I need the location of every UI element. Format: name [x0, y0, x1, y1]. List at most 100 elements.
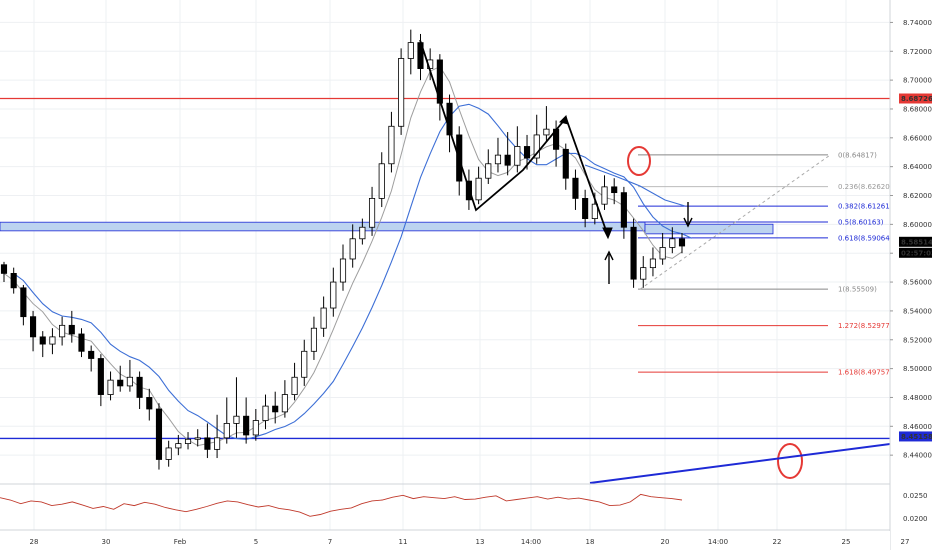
up-arrow-head: [604, 250, 614, 261]
swing-arrow-head: [602, 227, 613, 240]
fib-level-label: 1(8.55509): [838, 286, 877, 294]
candle-body: [310, 327, 318, 352]
fib-trend-line: [639, 154, 831, 290]
candle-body: [494, 154, 502, 165]
price-badge-last: 8.58514: [901, 238, 932, 246]
price-axis[interactable]: 8.74000 8.72000 8.70000 8.68000 8.66000 8.640…: [889, 0, 932, 550]
candle-body: [320, 307, 327, 329]
price-tick-label: 8.52000: [903, 336, 932, 344]
fib-level-label: 0(8.64817): [838, 151, 877, 159]
price-tick-label: 8.66000: [903, 134, 932, 142]
zone-rect-right: [644, 223, 774, 235]
price-tick-label: 8.62000: [903, 192, 932, 200]
candle-body: [562, 148, 569, 179]
price-tick-label: 8.54000: [903, 307, 932, 315]
candle-body: [97, 358, 104, 395]
candle-body: [223, 423, 230, 439]
candle-body: [504, 154, 511, 166]
time-tick-label: 20: [661, 538, 670, 546]
candle-body: [330, 281, 337, 309]
price-tick-label: 8.48000: [903, 394, 932, 402]
price-tick-label: 8.70000: [903, 77, 932, 85]
candle-body: [407, 42, 414, 59]
candle-body: [184, 438, 192, 445]
time-tick-label: 13: [476, 538, 485, 546]
oscillator-line: [0, 493, 683, 517]
fast-moving-average: [3, 65, 683, 447]
time-axis[interactable]: 28 30 Feb 5 7 11 13 14:00 18 20 14:00 22 25 27: [0, 531, 909, 550]
candle-body: [543, 128, 550, 136]
price-tick-label: 8.72000: [903, 48, 932, 56]
time-tick-label: 14:00: [708, 538, 728, 546]
time-tick-label: 22: [773, 538, 782, 546]
time-tick-label: Feb: [174, 538, 187, 546]
time-tick-label: 30: [102, 538, 111, 546]
time-tick-label: 27: [901, 538, 910, 546]
trend-line: [589, 438, 929, 484]
price-tick-label: 8.56000: [903, 279, 932, 287]
candle-body: [59, 324, 66, 338]
grid-lines: [0, 0, 906, 530]
candle-body: [136, 376, 143, 398]
candle-body: [620, 192, 627, 228]
price-badge-last-bg: [899, 236, 932, 247]
price-tick-label: 8.74000: [903, 19, 932, 27]
time-tick-label: 5: [254, 538, 258, 546]
candle-body: [582, 197, 589, 219]
candle-body: [0, 264, 8, 274]
price-badge-blue: 8.45158: [901, 433, 932, 441]
candle-body: [272, 405, 279, 413]
candle-body: [630, 226, 637, 280]
time-tick-label: 28: [30, 538, 39, 546]
candle-body: [165, 447, 172, 460]
candle-body: [291, 376, 298, 395]
candle-body: [349, 238, 356, 260]
candle-body: [611, 186, 618, 194]
candle-body: [475, 177, 482, 201]
candle-body: [155, 408, 163, 460]
candle-body: [301, 350, 308, 378]
candle-body: [281, 394, 288, 413]
time-tick-label: 14:00: [521, 538, 541, 546]
countdown-badge-bg: [899, 247, 932, 258]
price-tick-label: 8.60000: [903, 221, 932, 229]
price-tick-label: 8.68000: [903, 105, 932, 113]
candle-body: [243, 415, 250, 436]
price-badge-red: 8.68726: [901, 95, 932, 103]
fib-level-label: 0.618(8.59064): [838, 234, 893, 242]
candle-body: [214, 437, 221, 450]
candle-body: [117, 379, 124, 387]
candlesticks: [0, 29, 686, 470]
time-tick-label: 11: [399, 538, 408, 546]
oscillator-tick-label: 0.0250: [903, 492, 928, 500]
oscillator-tick-label: 0.0200: [903, 515, 928, 523]
swing-arrow-head: [559, 115, 569, 125]
candle-body: [10, 273, 17, 289]
candle-body: [204, 437, 211, 450]
fib-level-label: 0.5(8.60163): [838, 219, 884, 227]
candle-body: [659, 247, 666, 260]
candle-body: [572, 177, 579, 199]
time-tick-label: 18: [586, 538, 595, 546]
price-badge-blue-bg: [899, 431, 932, 442]
candle-body: [29, 316, 37, 338]
zone-rect-left: [0, 221, 646, 232]
candle-body: [368, 197, 376, 228]
candle-body: [107, 379, 114, 395]
candle-body: [339, 258, 347, 283]
time-tick-label: 7: [328, 538, 332, 546]
price-axis-bg: [890, 0, 932, 550]
candle-body: [649, 258, 657, 269]
fibonacci-retracement[interactable]: 0(8.64817) 0.236(8.62620) 0.382(8.61261) 0.…: [638, 151, 893, 377]
fib-level-label: 0.382(8.61261): [838, 203, 893, 211]
price-tick-label: 8.64000: [903, 163, 932, 171]
candle-body: [533, 134, 540, 159]
candle-body: [20, 287, 27, 318]
candle-body: [398, 58, 405, 127]
time-tick-label: 25: [842, 538, 851, 546]
price-tick-label: 8.50000: [903, 365, 932, 373]
candle-body: [678, 238, 686, 247]
highlight-circle: [777, 443, 803, 479]
